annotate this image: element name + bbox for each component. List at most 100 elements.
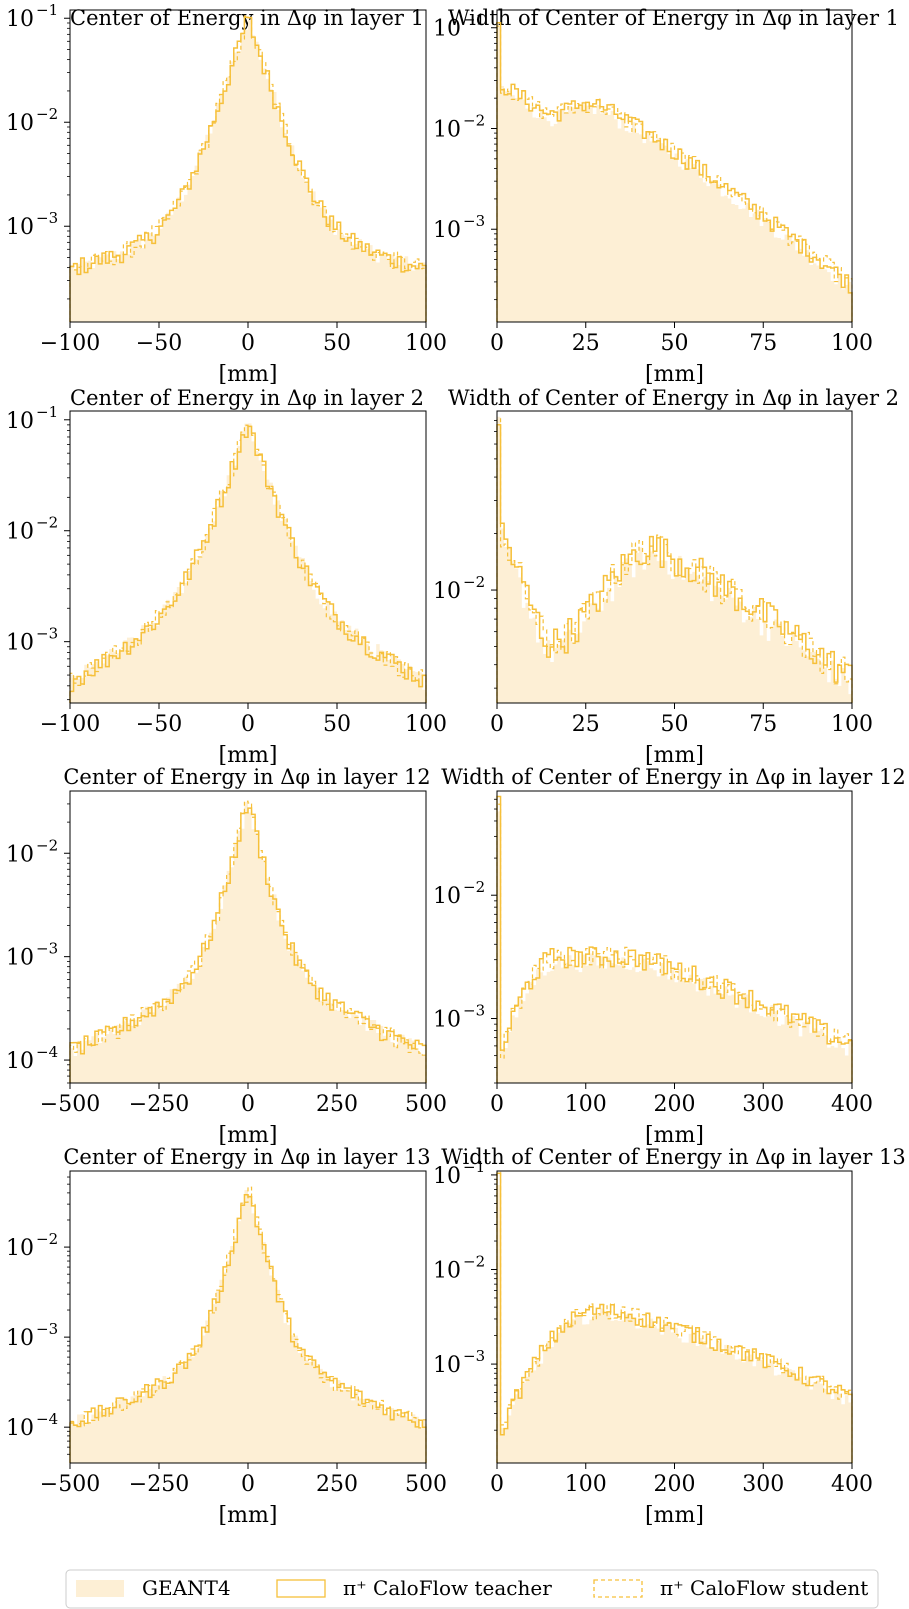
x-tick-label: 75	[749, 331, 777, 356]
y-tick-exponent: −1	[36, 1, 58, 19]
teacher-histogram	[496, 1172, 853, 1463]
x-tick-label: 25	[572, 712, 600, 737]
y-tick-label: 10	[433, 884, 461, 909]
x-tick-label: −250	[129, 1472, 189, 1497]
y-tick-label: 10	[433, 1259, 461, 1284]
x-tick-label: 400	[831, 1092, 873, 1117]
geant4-histogram	[497, 416, 852, 703]
x-tick-label: 0	[490, 1472, 504, 1497]
legend-box	[65, 1569, 879, 1609]
geant4-histogram	[70, 802, 426, 1083]
x-tick-label: 0	[241, 712, 255, 737]
legend-label: GEANT4	[142, 1576, 231, 1600]
x-tick-label: 0	[241, 1472, 255, 1497]
x-tick-label: 100	[565, 1472, 607, 1497]
y-tick-exponent: −3	[36, 625, 58, 643]
x-tick-label: −50	[136, 712, 182, 737]
y-tick-exponent: −3	[36, 209, 58, 227]
y-tick-exponent: −3	[463, 212, 485, 230]
x-tick-label: 500	[405, 1092, 447, 1117]
teacher-histogram	[69, 1194, 427, 1463]
student-histogram	[496, 25, 853, 322]
student-histogram	[496, 803, 853, 1083]
y-tick-label: 10	[6, 1049, 34, 1074]
geant4-histogram	[70, 19, 426, 322]
legend-item-2: π⁺ CaloFlow teacher	[276, 1576, 552, 1600]
chart-panel-8: Width of Center of Energy in Δφ in layer…	[433, 1145, 906, 1528]
geant4-histogram	[70, 1190, 426, 1463]
y-tick-label: 10	[6, 1326, 34, 1351]
x-axis-label: [mm]	[645, 362, 704, 387]
y-tick-exponent: −2	[463, 111, 485, 129]
legend: GEANT4 π⁺ CaloFlow teacher π⁺ CaloFlow stu…	[65, 1569, 879, 1609]
y-tick-label: 10	[6, 111, 34, 136]
student-histogram	[69, 424, 427, 703]
legend-label: π⁺ CaloFlow student	[660, 1576, 868, 1600]
y-tick-exponent: −3	[463, 1347, 485, 1365]
legend-swatch	[593, 1579, 643, 1598]
x-tick-label: 300	[742, 1472, 784, 1497]
x-tick-label: −250	[129, 1092, 189, 1117]
x-tick-label: 250	[316, 1472, 358, 1497]
geant4-histogram	[497, 25, 852, 323]
y-tick-label: 10	[6, 631, 34, 656]
teacher-histogram	[496, 21, 853, 322]
y-tick-label: 10	[433, 17, 461, 42]
x-tick-label: 250	[316, 1092, 358, 1117]
x-tick-label: 400	[831, 1472, 873, 1497]
y-tick-exponent: −4	[36, 1043, 58, 1061]
x-tick-label: 100	[405, 331, 447, 356]
legend-item-1: GEANT4	[76, 1576, 231, 1600]
y-tick-label: 10	[433, 218, 461, 243]
y-tick-exponent: −1	[463, 1158, 485, 1176]
y-tick-label: 10	[6, 215, 34, 240]
y-tick-exponent: −1	[463, 11, 485, 29]
y-tick-label: 10	[433, 1353, 461, 1378]
x-tick-label: 0	[241, 331, 255, 356]
panel-title: Width of Center of Energy in Δφ in layer…	[441, 1145, 905, 1169]
y-tick-exponent: −3	[36, 1320, 58, 1338]
x-tick-label: −500	[40, 1472, 100, 1497]
y-tick-exponent: −2	[36, 1230, 58, 1248]
y-tick-label: 10	[6, 1416, 34, 1441]
y-tick-exponent: −2	[463, 1253, 485, 1271]
y-tick-exponent: −2	[36, 105, 58, 123]
x-tick-label: 100	[831, 331, 873, 356]
chart-panel-1: Center of Energy in Δφ in layer 1−100 −50…	[6, 1, 447, 387]
x-tick-label: 100	[565, 1092, 607, 1117]
y-tick-label: 10	[433, 1008, 461, 1033]
legend-swatch	[276, 1579, 326, 1598]
panel-title: Width of Center of Energy in Δφ in layer…	[441, 765, 905, 789]
y-tick-exponent: −2	[36, 514, 58, 532]
y-tick-label: 10	[433, 117, 461, 142]
x-tick-label: −500	[40, 1092, 100, 1117]
y-tick-label: 10	[6, 409, 34, 434]
geant4-histogram	[497, 811, 852, 1083]
chart-panel-4: Width of Center of Energy in Δφ in layer…	[433, 386, 899, 768]
x-tick-label: 75	[749, 712, 777, 737]
x-tick-label: 200	[654, 1092, 696, 1117]
x-axis-label: [mm]	[219, 743, 278, 768]
y-tick-label: 10	[433, 1164, 461, 1189]
teacher-histogram	[496, 795, 853, 1083]
legend-label: π⁺ CaloFlow teacher	[343, 1576, 552, 1600]
chart-panel-7: Center of Energy in Δφ in layer 13 −500 −2…	[6, 1145, 447, 1528]
y-tick-label: 10	[6, 520, 34, 545]
panel-title: Center of Energy in Δφ in layer 2	[70, 386, 424, 410]
y-tick-label: 10	[6, 7, 34, 32]
teacher-histogram	[69, 16, 427, 322]
x-tick-label: 500	[405, 1472, 447, 1497]
x-axis-label: [mm]	[219, 362, 278, 387]
teacher-histogram	[496, 424, 853, 703]
chart-panel-6: Width of Center of Energy in Δφ in layer…	[433, 765, 906, 1148]
x-tick-label: 200	[654, 1472, 696, 1497]
chart-panel-3: Center of Energy in Δφ in layer 2 −100 −50…	[6, 386, 447, 768]
panel-title: Width of Center of Energy in Δφ in layer…	[448, 386, 899, 410]
y-tick-exponent: −1	[36, 403, 58, 421]
x-tick-label: 100	[831, 712, 873, 737]
x-tick-label: 50	[661, 712, 689, 737]
x-axis-label: [mm]	[645, 1123, 704, 1148]
y-tick-label: 10	[6, 842, 34, 867]
y-tick-exponent: −3	[463, 1002, 485, 1020]
x-tick-label: 50	[323, 712, 351, 737]
